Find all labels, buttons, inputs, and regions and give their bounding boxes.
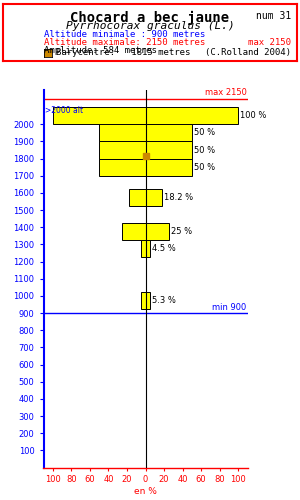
Text: 50 %: 50 % [194,128,215,138]
Text: 5.3 %: 5.3 % [152,296,176,304]
Text: max 2150: max 2150 [205,88,247,97]
Bar [122,223,169,240]
Text: 25 %: 25 % [170,227,192,236]
Bar [141,240,150,258]
Text: Altitude minimale : 900 metres: Altitude minimale : 900 metres [44,30,205,39]
Text: 50 %: 50 % [194,162,215,172]
Text: Chocard a bec jaune: Chocard a bec jaune [70,11,230,25]
Text: (C.Rolland 2004): (C.Rolland 2004) [205,48,291,57]
Text: 100 %: 100 % [240,111,266,120]
Text: >2000 alt: >2000 alt [45,106,83,115]
Bar [99,142,192,158]
Text: Amplitude: 584 metres: Amplitude: 584 metres [44,46,156,55]
Text: 18.2 %: 18.2 % [164,192,194,202]
Text: 4.5 %: 4.5 % [152,244,175,253]
Text: max 2150: max 2150 [248,38,291,47]
Bar [99,124,192,142]
Text: num 31: num 31 [256,11,291,21]
Text: Pyrrhocorax graculus (L.): Pyrrhocorax graculus (L.) [66,21,234,31]
Bar [53,107,238,124]
X-axis label: en %: en % [134,487,157,496]
Text: min 900: min 900 [212,302,247,312]
Bar [99,158,192,176]
Text: Barycentre:   1815 metres: Barycentre: 1815 metres [56,48,190,57]
Bar [129,188,162,206]
Bar [141,292,150,309]
Text: 50 %: 50 % [194,146,215,154]
Text: Altitude maximale: 2150 metres: Altitude maximale: 2150 metres [44,38,205,47]
